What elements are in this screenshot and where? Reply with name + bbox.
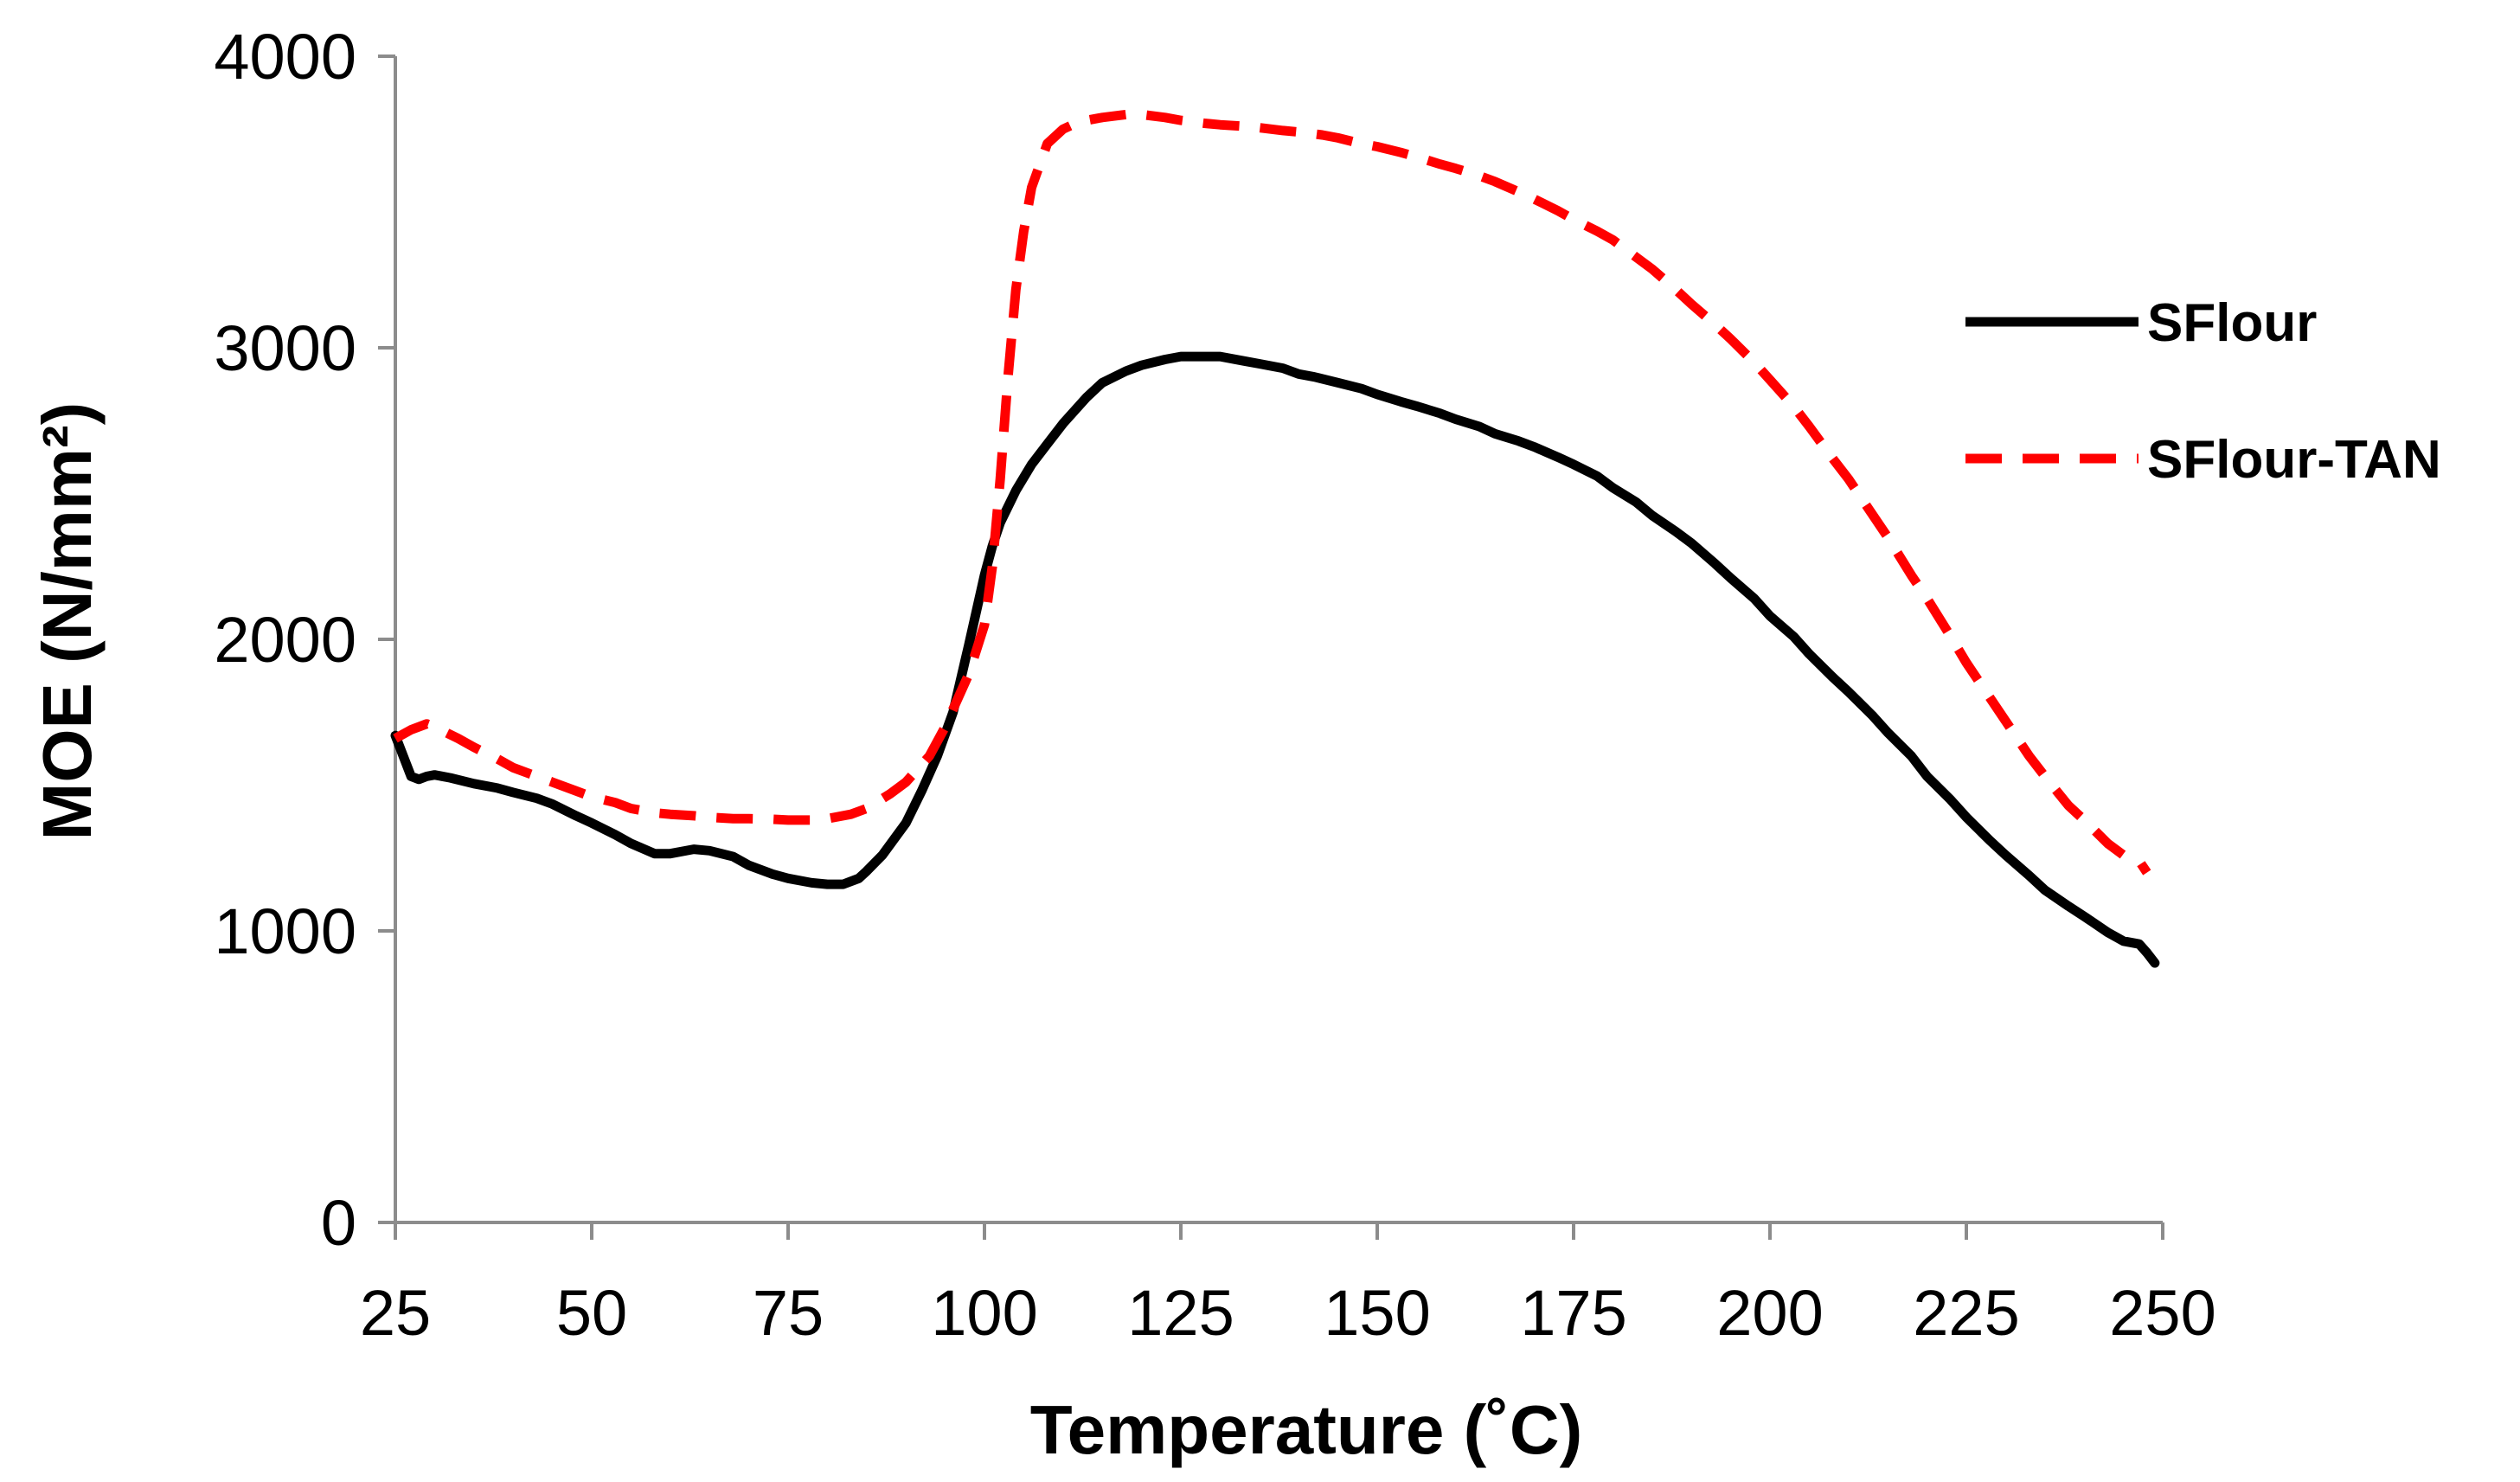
- y-tick-label: 3000: [214, 312, 356, 384]
- ticks: 0 1000 2000 3000 4000 25 50 75 100 125 150 175 200 22…: [214, 21, 2215, 1349]
- x-tick-label: 50: [556, 1277, 627, 1349]
- y-axis-title: MOE (N/mm²): [29, 402, 106, 841]
- y-tick-label: 1000: [214, 895, 356, 967]
- x-tick-label: 25: [360, 1277, 431, 1349]
- x-tick-label: 75: [753, 1277, 824, 1349]
- series: [390, 109, 2160, 968]
- x-tick-label: 125: [1127, 1277, 1234, 1349]
- axes: [394, 56, 2163, 1224]
- legend: SFlour SFlour-TAN: [1965, 293, 2441, 490]
- x-tick-label: 200: [1716, 1277, 1823, 1349]
- y-tick-label: 2000: [214, 604, 356, 676]
- x-tick-label: 225: [1913, 1277, 2019, 1349]
- x-tick-label: 250: [2109, 1277, 2215, 1349]
- series-line-sflour: [390, 351, 2160, 968]
- series-line-sflour-tan: [393, 109, 2151, 876]
- x-tick-label: 100: [931, 1277, 1037, 1349]
- legend-label: SFlour: [2147, 293, 2317, 353]
- x-axis-title: Temperature (˚C): [1030, 1391, 1583, 1468]
- y-tick-label: 0: [321, 1187, 356, 1259]
- y-tick-label: 4000: [214, 21, 356, 93]
- legend-label: SFlour-TAN: [2147, 430, 2441, 490]
- x-tick-label: 175: [1520, 1277, 1626, 1349]
- x-tick-label: 150: [1324, 1277, 1430, 1349]
